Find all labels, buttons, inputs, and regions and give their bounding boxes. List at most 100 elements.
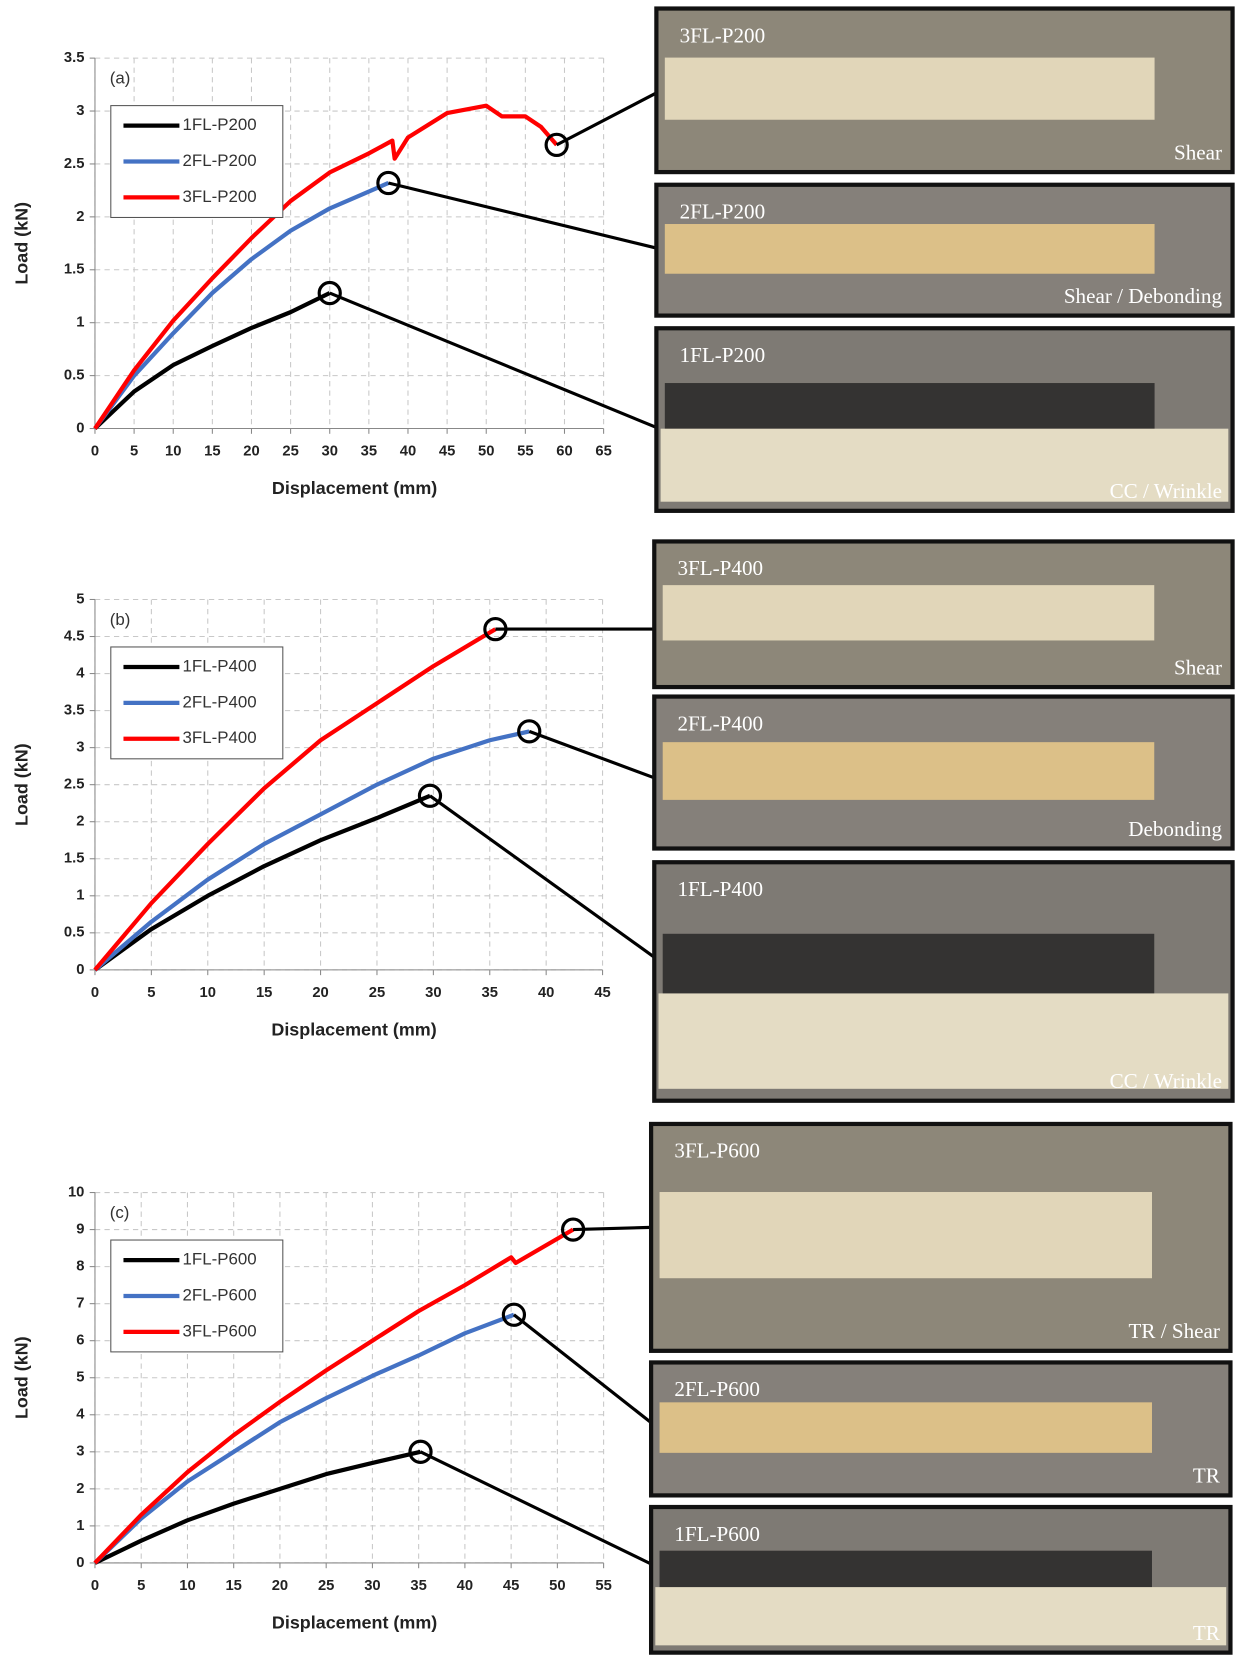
- x-tick-label: 15: [204, 444, 220, 460]
- x-tick-label: 50: [478, 444, 494, 460]
- panel-label: (b): [110, 610, 131, 629]
- y-tick-label: 4.5: [64, 628, 85, 644]
- x-tick-label: 55: [517, 444, 533, 460]
- photo-failure-label: TR: [1193, 1464, 1221, 1488]
- series-line: [95, 293, 330, 428]
- photo-specimen-label: 2FL-P200: [680, 200, 766, 224]
- y-tick-label: 0: [76, 420, 84, 436]
- x-tick-label: 45: [503, 1578, 519, 1594]
- legend-label: 3FL-P200: [183, 187, 257, 206]
- specimen: [665, 58, 1155, 120]
- legend-label: 2FL-P200: [183, 151, 257, 170]
- y-tick-label: 1: [76, 1518, 84, 1534]
- photo-specimen-label: 2FL-P600: [674, 1377, 760, 1401]
- x-tick-label: 30: [322, 444, 338, 460]
- x-axis-title: Displacement (mm): [271, 1019, 436, 1039]
- specimen: [665, 224, 1155, 274]
- y-tick-label: 6: [76, 1333, 84, 1349]
- photo-panel: 2FL-P600 TR: [651, 1362, 1230, 1495]
- x-tick-label: 30: [425, 985, 441, 1001]
- y-tick-label: 0: [76, 1555, 84, 1571]
- y-tick-label: 1.5: [64, 262, 85, 278]
- x-tick-label: 25: [369, 985, 385, 1001]
- x-tick-label: 60: [556, 444, 572, 460]
- legend-label: 2FL-P400: [183, 692, 257, 711]
- photo-failure-label: Shear / Debonding: [1064, 284, 1223, 308]
- leader-line: [330, 293, 657, 427]
- leader-line: [421, 1452, 652, 1564]
- x-tick-label: 30: [364, 1578, 380, 1594]
- y-tick-label: 3: [76, 740, 84, 756]
- legend-label: 3FL-P400: [183, 728, 257, 747]
- figure: 0510152025303540455055606500.511.522.533…: [0, 0, 1241, 1658]
- y-tick-label: 1: [76, 888, 84, 904]
- photo-failure-label: Debonding: [1128, 817, 1222, 841]
- y-tick-label: 10: [68, 1184, 84, 1200]
- photo-specimen-label: 1FL-P400: [677, 877, 763, 901]
- leader-line: [388, 183, 656, 248]
- y-tick-label: 8: [76, 1259, 84, 1275]
- specimen-core: [655, 1587, 1226, 1645]
- series-line: [95, 1452, 421, 1563]
- x-tick-label: 15: [256, 985, 272, 1001]
- y-tick-label: 3.5: [64, 703, 85, 719]
- y-tick-label: 0.5: [64, 368, 85, 384]
- specimen: [660, 1402, 1152, 1453]
- series-line: [95, 183, 388, 429]
- x-tick-label: 40: [457, 1578, 473, 1594]
- x-tick-label: 65: [595, 444, 611, 460]
- page: 0510152025303540455055606500.511.522.533…: [0, 0, 1241, 1658]
- y-tick-label: 0: [76, 962, 84, 978]
- y-axis-title: Load (kN): [11, 743, 31, 826]
- y-tick-label: 4: [76, 1407, 85, 1423]
- x-tick-label: 35: [482, 985, 498, 1001]
- x-tick-label: 45: [594, 985, 610, 1001]
- y-axis-title: Load (kN): [11, 202, 31, 285]
- photo-specimen-label: 3FL-P400: [677, 556, 763, 580]
- specimen: [663, 585, 1155, 640]
- x-tick-label: 10: [165, 444, 181, 460]
- photo-panel: 3FL-P600 TR / Shear: [651, 1124, 1230, 1351]
- panel-label: (c): [110, 1203, 130, 1222]
- y-tick-label: 9: [76, 1221, 84, 1237]
- x-tick-label: 25: [318, 1578, 334, 1594]
- leader-line: [529, 731, 654, 777]
- photo-specimen-label: 1FL-P600: [674, 1522, 760, 1546]
- y-tick-label: 1: [76, 315, 84, 331]
- photo-failure-label: CC / Wrinkle: [1110, 479, 1222, 503]
- panel-label: (a): [110, 69, 131, 88]
- x-tick-label: 0: [91, 444, 99, 460]
- x-tick-label: 20: [272, 1578, 288, 1594]
- y-tick-label: 7: [76, 1296, 84, 1312]
- x-axis-title: Displacement (mm): [272, 1612, 437, 1632]
- photo-panel: 2FL-P200 Shear / Debonding: [656, 185, 1232, 316]
- y-tick-label: 2.5: [64, 777, 85, 793]
- x-tick-label: 5: [147, 985, 155, 1001]
- x-tick-label: 0: [91, 1578, 99, 1594]
- legend-label: 2FL-P600: [183, 1285, 257, 1304]
- specimen: [663, 742, 1155, 800]
- specimen: [660, 1192, 1152, 1278]
- legend-label: 1FL-P600: [183, 1250, 257, 1269]
- x-tick-label: 10: [179, 1578, 195, 1594]
- y-tick-label: 4: [76, 665, 85, 681]
- photo-panel: 3FL-P400 Shear: [654, 541, 1232, 687]
- x-tick-label: 15: [225, 1578, 241, 1594]
- x-tick-label: 35: [410, 1578, 426, 1594]
- leader-line: [557, 93, 657, 145]
- photo-failure-label: Shear: [1174, 655, 1222, 679]
- y-tick-label: 2: [76, 209, 84, 225]
- y-tick-label: 3: [76, 1444, 84, 1460]
- x-tick-label: 40: [400, 444, 416, 460]
- x-tick-label: 55: [595, 1578, 611, 1594]
- y-tick-label: 2: [76, 1481, 84, 1497]
- photo-panel: 1FL-P200CC / Wrinkle: [656, 328, 1232, 511]
- x-tick-label: 50: [549, 1578, 565, 1594]
- photo-failure-label: TR / Shear: [1129, 1319, 1220, 1343]
- photo-failure-label: Shear: [1174, 140, 1222, 164]
- photo-specimen-label: 3FL-P600: [674, 1139, 760, 1163]
- x-tick-label: 5: [130, 444, 138, 460]
